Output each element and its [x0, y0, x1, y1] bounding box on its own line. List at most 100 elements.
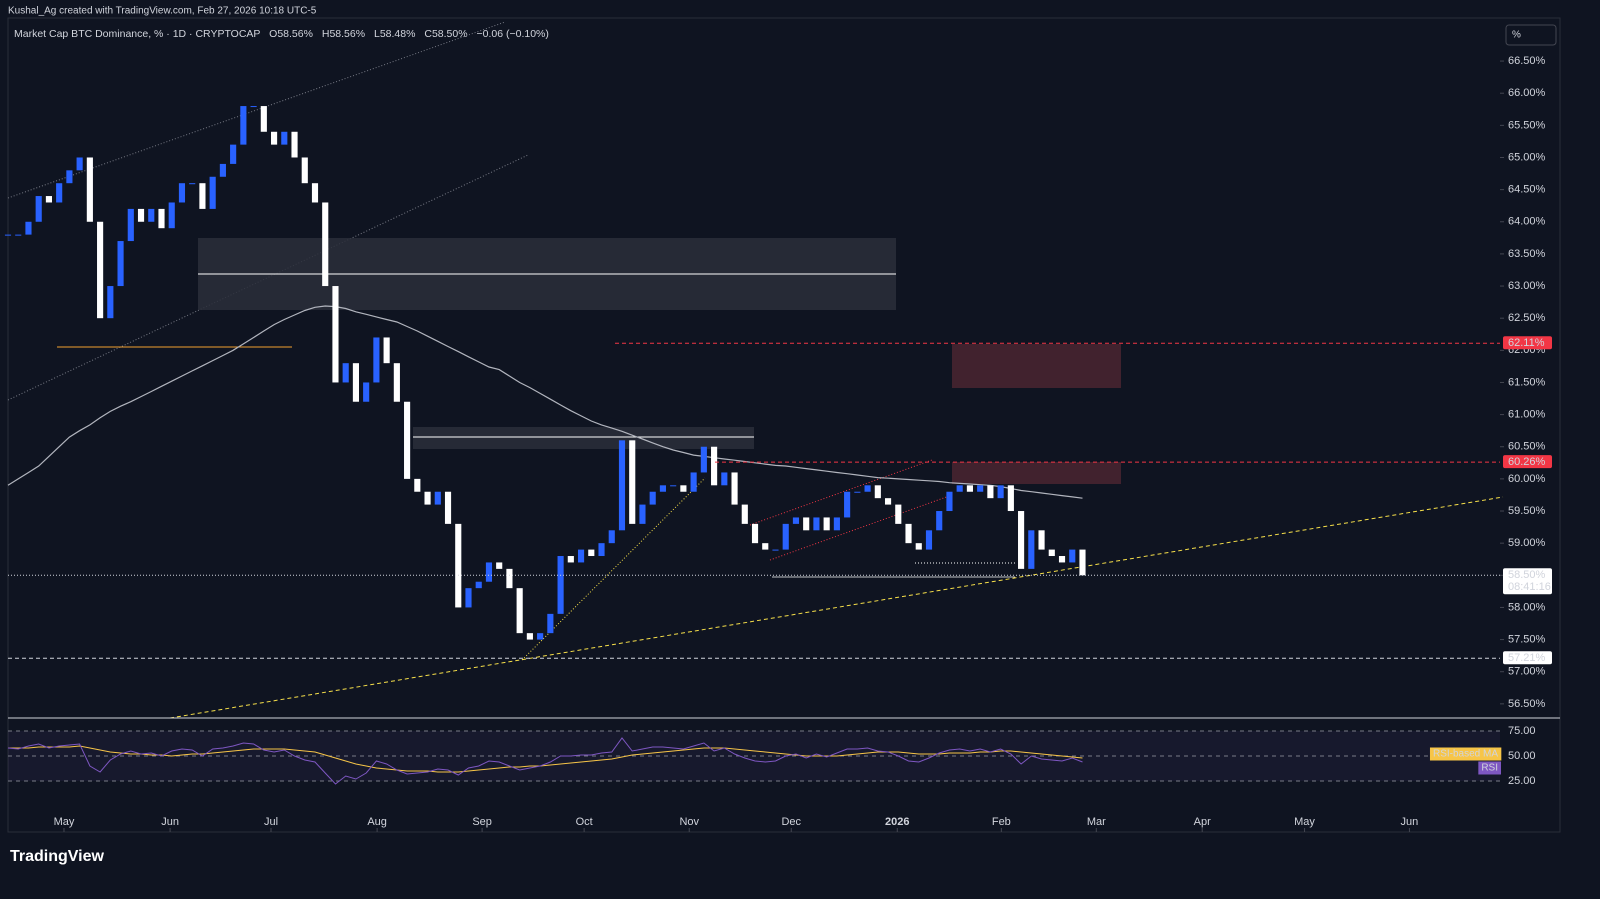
ohlc-low: L58.48% — [374, 28, 415, 40]
candle — [823, 517, 830, 531]
candle — [383, 337, 390, 364]
zone — [413, 427, 754, 449]
candle — [373, 337, 380, 383]
candle — [925, 530, 933, 550]
y-tick-label: 61.50% — [1508, 376, 1546, 388]
price-label-box — [1503, 336, 1552, 350]
candle — [322, 202, 329, 287]
price-label-box — [1503, 651, 1552, 665]
candle — [363, 382, 370, 402]
candle — [629, 440, 636, 524]
price-label: 62.11% — [1508, 337, 1545, 349]
x-tick-label: Jun — [161, 816, 179, 828]
candle — [557, 556, 564, 614]
rsi-tick-label: 50.00 — [1508, 750, 1536, 762]
candle — [854, 491, 861, 493]
candle — [199, 183, 206, 209]
candle — [1028, 530, 1035, 569]
candle — [516, 588, 523, 634]
candle — [260, 106, 267, 132]
candle — [700, 446, 707, 473]
resistance-zone — [952, 344, 1121, 388]
moving-average — [7, 305, 1083, 499]
ohlc-change: −0.06 (−0.10%) — [477, 28, 549, 40]
ohlc-high: H58.56% — [322, 28, 365, 40]
candle — [332, 286, 339, 383]
legend-label: RSI-based MA — [1433, 749, 1498, 760]
candle — [1079, 549, 1086, 576]
candle — [97, 221, 104, 319]
candle — [230, 144, 237, 164]
candle — [721, 472, 728, 486]
brand: TradingView — [10, 848, 105, 865]
candle — [711, 446, 718, 486]
y-tick-label: 57.00% — [1508, 666, 1546, 678]
y-tick-label: 61.00% — [1508, 409, 1546, 421]
candle — [659, 485, 666, 492]
y-tick-label: 60.50% — [1508, 441, 1546, 453]
candle — [813, 517, 820, 531]
candle — [567, 556, 574, 563]
candle — [782, 523, 789, 550]
candle — [977, 485, 984, 492]
candle — [803, 517, 810, 531]
candle — [148, 208, 155, 222]
candle — [506, 568, 513, 589]
candle — [240, 106, 247, 145]
candle — [598, 543, 605, 557]
candle — [434, 491, 441, 505]
candle — [577, 549, 585, 563]
scale-button-label[interactable]: % — [1512, 30, 1521, 41]
candle — [762, 543, 769, 550]
candle — [751, 523, 759, 544]
x-tick-label: Mar — [1087, 816, 1106, 828]
candle — [455, 523, 462, 608]
candle — [1048, 549, 1055, 557]
candle — [936, 511, 943, 531]
trend-line — [169, 496, 1504, 719]
x-tick-label: 2026 — [885, 816, 909, 828]
x-tick-label: Dec — [781, 816, 801, 828]
candle — [189, 183, 196, 185]
candle — [117, 241, 124, 287]
candle — [618, 440, 626, 531]
candle — [414, 478, 421, 492]
candle — [219, 163, 226, 177]
candle — [844, 491, 851, 518]
candle — [311, 183, 319, 203]
candle — [792, 517, 800, 524]
candle — [680, 485, 687, 492]
x-tick-label: Jul — [264, 816, 278, 828]
rsi-tick-label: 25.00 — [1508, 775, 1536, 787]
candle — [526, 633, 533, 640]
candle — [250, 106, 257, 108]
rsi-line — [8, 745, 1083, 773]
candle — [895, 504, 902, 524]
y-tick-label: 63.50% — [1508, 248, 1546, 260]
candle — [608, 530, 615, 544]
candle — [874, 485, 881, 499]
price-label: 60.26% — [1508, 456, 1546, 468]
y-tick-label: 58.00% — [1508, 601, 1546, 613]
x-tick-label: Oct — [576, 816, 593, 828]
candle — [884, 498, 892, 505]
ohlc-open: O58.56% — [269, 28, 313, 40]
footer — [0, 838, 1600, 899]
legend-box — [1429, 747, 1502, 761]
candle — [670, 485, 677, 487]
candle — [1069, 549, 1076, 563]
y-tick-label: 60.00% — [1508, 473, 1546, 485]
scale-button[interactable] — [1505, 24, 1557, 46]
price-label: 58.50% — [1508, 569, 1546, 581]
candle — [209, 176, 216, 209]
candle — [127, 208, 134, 242]
candle — [107, 286, 114, 319]
legend-box — [1478, 761, 1501, 775]
candle — [66, 170, 73, 184]
x-tick-label: May — [54, 816, 75, 828]
rsi-line — [7, 737, 1083, 785]
candle — [291, 131, 298, 158]
countdown-label: 08:41:16 — [1508, 581, 1551, 593]
chart-frame — [7, 17, 1561, 833]
candle — [301, 157, 308, 184]
